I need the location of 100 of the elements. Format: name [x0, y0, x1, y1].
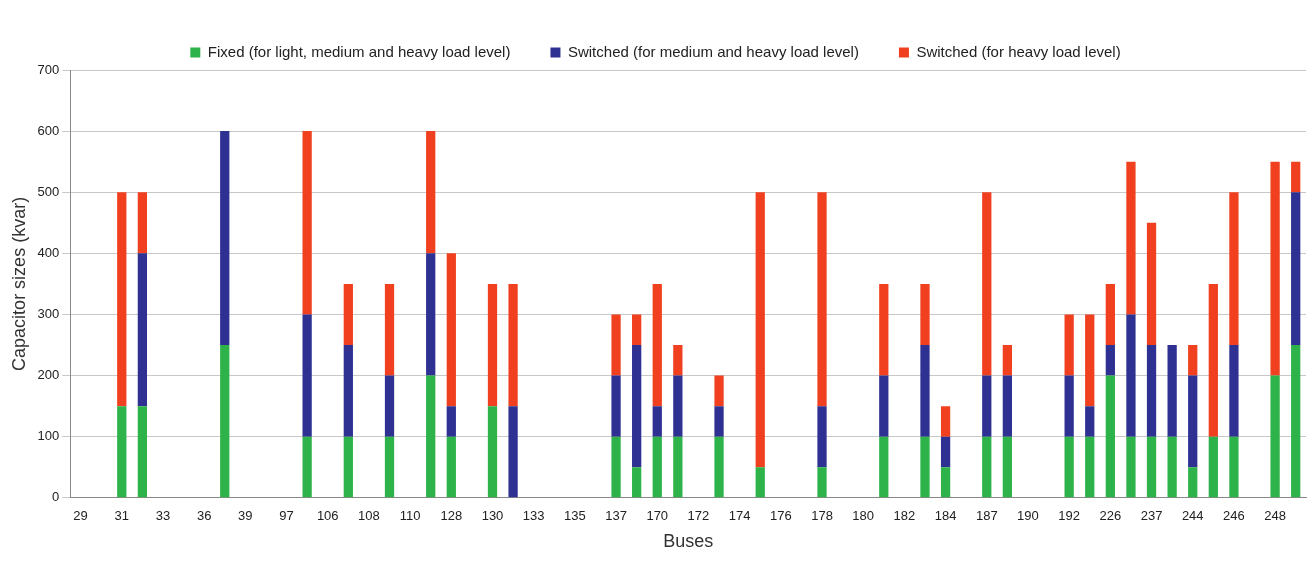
y-tick-label: 400: [37, 244, 60, 260]
bar: [1229, 436, 1239, 498]
bar: [426, 375, 436, 498]
bar: [1002, 436, 1012, 498]
x-tick-label: 184: [934, 508, 957, 524]
x-tick-label: 187: [975, 508, 998, 524]
x-tick-label: 36: [196, 508, 212, 524]
bar: [1188, 375, 1198, 468]
bar: [982, 375, 992, 437]
x-tick-label: 170: [646, 508, 669, 524]
x-tick-label: 33: [155, 508, 171, 524]
y-tick-label: 300: [37, 306, 60, 322]
bar: [302, 436, 312, 498]
bar: [652, 406, 662, 437]
bar: [117, 192, 127, 407]
y-tick-label: 500: [37, 183, 60, 199]
bar: [673, 436, 683, 498]
x-tick-label: 176: [769, 508, 792, 524]
bar: [879, 283, 889, 376]
bar: [673, 375, 683, 437]
bar: [1105, 345, 1115, 376]
x-tick-label: 237: [1140, 508, 1163, 524]
bar: [302, 131, 312, 315]
bar: [1188, 345, 1198, 376]
y-tick-label: 200: [37, 367, 60, 383]
bar: [652, 283, 662, 407]
x-tick-label: 133: [522, 508, 545, 524]
x-tick-label: 130: [481, 508, 504, 524]
x-tick-label: 108: [358, 508, 380, 524]
bar: [1291, 345, 1301, 498]
x-tick-label: 31: [114, 508, 130, 524]
bar: [1126, 314, 1136, 437]
bar: [384, 436, 395, 498]
bar: [117, 406, 127, 498]
bar: [1002, 345, 1012, 376]
bar: [1208, 283, 1218, 437]
bar: [1291, 161, 1301, 193]
bar: [982, 436, 992, 498]
x-tick-label: 137: [605, 508, 627, 524]
bar: [508, 283, 518, 407]
legend-label: Fixed (for light, medium and heavy load level): [207, 42, 511, 60]
bar: [1064, 314, 1074, 376]
bar: [652, 436, 662, 498]
bar: [755, 192, 765, 468]
bar: [446, 406, 456, 437]
bar: [632, 467, 642, 498]
bar: [611, 314, 621, 376]
bar: [1002, 375, 1012, 437]
bar: [1146, 222, 1157, 346]
bar: [487, 406, 498, 498]
bar: [940, 436, 951, 468]
x-tick-label: 180: [852, 508, 875, 524]
bar: [673, 345, 683, 376]
x-tick-label: 178: [811, 508, 833, 524]
bar: [343, 283, 353, 346]
bar: [1188, 467, 1198, 498]
bar: [220, 345, 230, 498]
x-tick-label: 29: [73, 508, 88, 524]
legend-label: Switched (for heavy load level): [916, 42, 1121, 60]
bar: [446, 436, 456, 498]
bar: [1085, 406, 1095, 437]
x-tick-label: 190: [1017, 508, 1039, 524]
bar: [1229, 192, 1239, 346]
bar: [817, 192, 827, 407]
bar: [714, 406, 724, 437]
bar: [879, 375, 889, 437]
bar: [1146, 436, 1157, 498]
bar: [1126, 436, 1136, 498]
bar: [632, 314, 642, 346]
bar: [940, 406, 951, 437]
x-tick-label: 106: [316, 508, 339, 524]
bar: [920, 345, 930, 437]
bar: [714, 436, 724, 498]
bar: [1270, 375, 1280, 498]
bar: [817, 406, 827, 468]
x-tick-label: 97: [279, 508, 294, 524]
bar: [426, 253, 436, 376]
bar: [755, 467, 765, 498]
bar: [632, 345, 642, 468]
bar: [1167, 345, 1177, 437]
y-tick-label: 700: [37, 61, 60, 77]
bar: [920, 436, 930, 498]
y-tick-label: 100: [37, 428, 60, 444]
bar: [1085, 314, 1095, 407]
bar: [302, 314, 312, 437]
x-tick-label: 246: [1223, 508, 1245, 524]
bar: [220, 131, 230, 346]
x-tick-label: 226: [1099, 508, 1122, 524]
x-tick-label: 39: [238, 508, 253, 524]
bar: [714, 375, 724, 407]
x-tick-label: 128: [440, 508, 463, 524]
legend-label: Switched (for medium and heavy load level): [567, 42, 859, 60]
bar: [1146, 345, 1157, 437]
bar: [1105, 283, 1115, 346]
bar: [1126, 161, 1136, 315]
x-tick-label: 174: [728, 508, 751, 524]
bar: [920, 283, 930, 346]
x-tick-label: 135: [564, 508, 586, 524]
bar: [426, 131, 436, 254]
x-tick-label: 110: [399, 508, 421, 524]
